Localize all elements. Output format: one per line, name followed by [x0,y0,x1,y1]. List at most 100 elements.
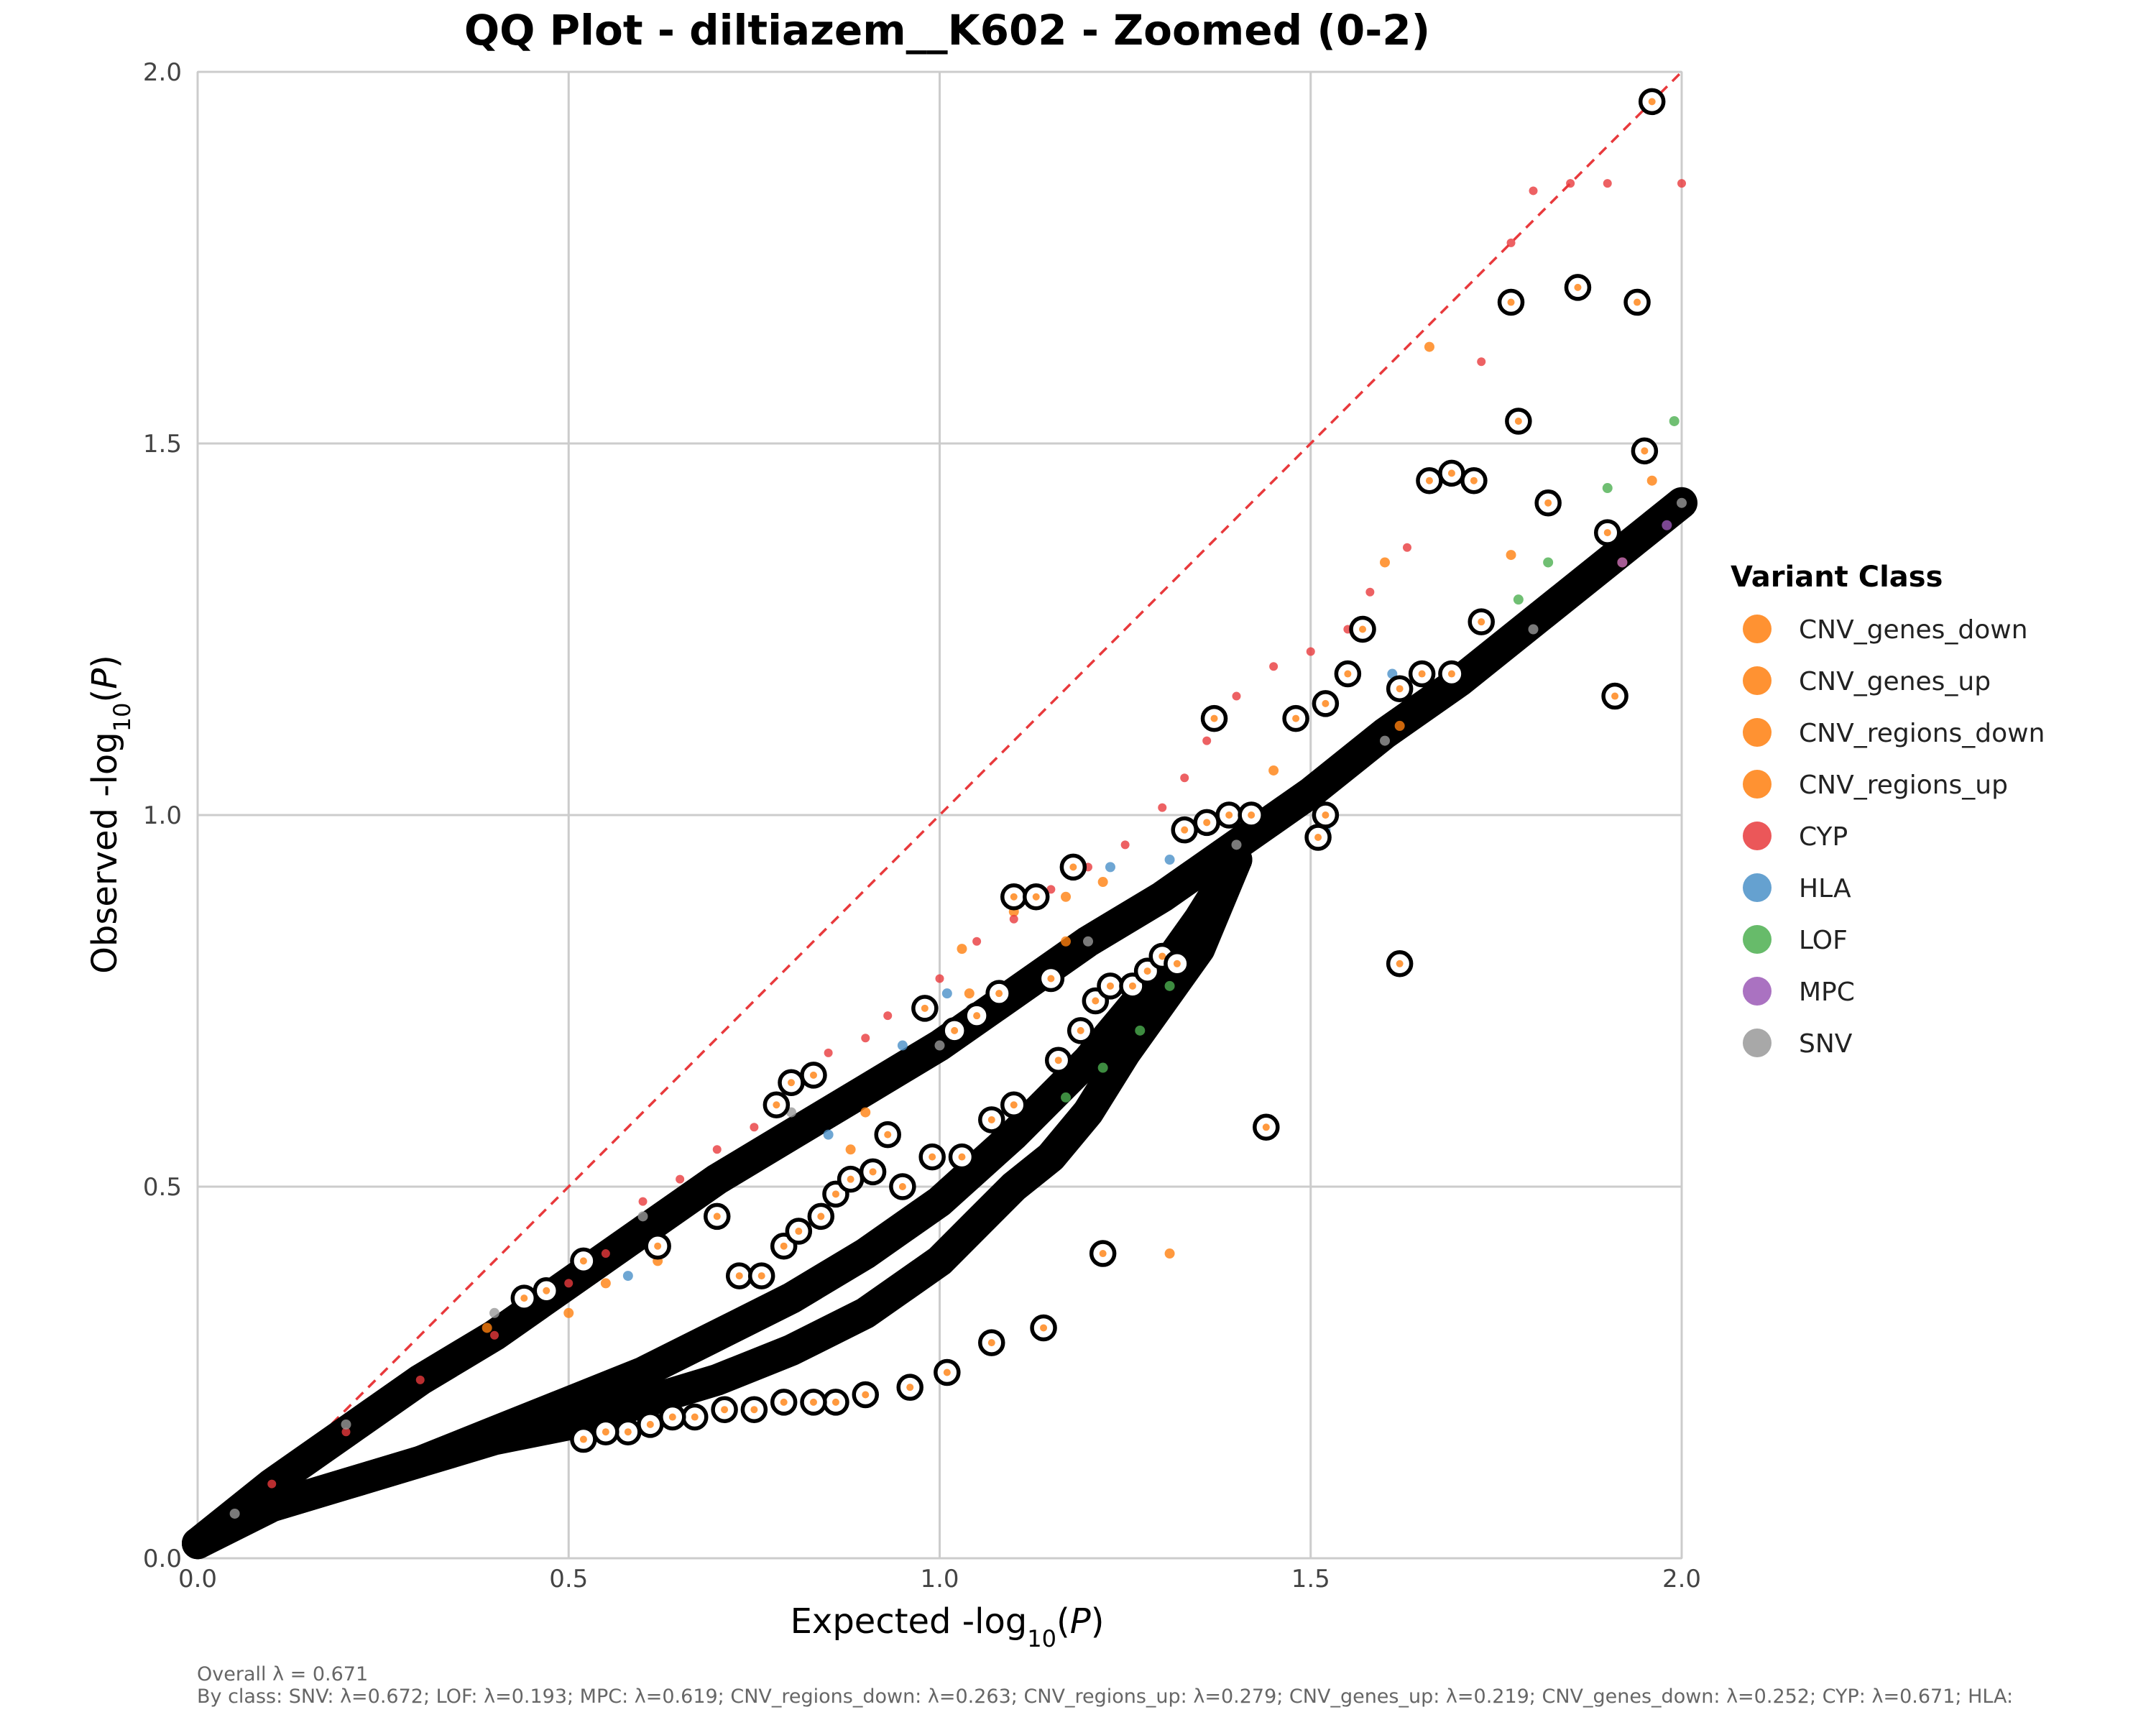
highlighted-point-core [520,1294,528,1302]
x-tick-label: 2.0 [1662,1565,1701,1593]
point-cyp [638,1197,648,1206]
footer-class-lambdas: By class: SNV: λ=0.672; LOF: λ=0.193; MP… [197,1685,2013,1708]
highlighted-point-core [987,1339,995,1347]
legend-label-lof: LOF [1799,926,1848,955]
chart-title: QQ Plot - diltiazem__K602 - Zoomed (0-2) [464,6,1430,55]
highlighted-point-core [1262,1123,1270,1131]
point-cnv-genes-down [1646,475,1657,486]
point-hla [622,1271,633,1282]
highlighted-point-core [1544,499,1552,507]
point-cyp [267,1479,277,1489]
highlighted-point-core [898,1183,906,1190]
highlighted-point-core [1203,819,1211,827]
point-hla [1105,862,1115,873]
point-lof [1602,483,1613,494]
point-cyp [564,1279,573,1288]
series-points [229,179,1687,1519]
legend-swatch-cnv-regions-up [1743,770,1772,799]
point-cyp [1158,803,1167,812]
point-lof [1097,1062,1108,1073]
highlighted-point-core [1158,952,1166,960]
point-mpc [1617,557,1628,568]
point-cyp [415,1375,425,1384]
highlighted-point-core [831,1398,839,1406]
legend-label-cyp: CYP [1799,822,1848,852]
point-cyp [1046,885,1056,894]
highlighted-point-core [1507,298,1515,306]
point-cyp [1506,238,1516,247]
point-cnv-genes-up [563,1307,574,1318]
point-cnv-regions-up [1424,341,1434,352]
highlighted-point-core [929,1153,936,1161]
highlighted-point-core [691,1413,699,1421]
point-cyp [883,1011,893,1021]
highlighted-point-core [1225,811,1233,819]
highlighted-point-core [943,1368,951,1376]
y-tick-label: 0.0 [143,1545,182,1573]
highlighted-point-core [579,1257,587,1265]
highlighted-point-core [1478,618,1485,626]
point-cyp [490,1330,499,1340]
point-cyp [1009,914,1018,924]
legend-title: Variant Class [1731,561,1943,594]
highlighted-point-core [1248,811,1256,819]
point-snv [1083,936,1093,947]
highlighted-point-core [1181,826,1189,834]
point-cyp [750,1123,759,1132]
highlighted-point-core [1470,477,1478,484]
point-cnv-genes-down [860,1107,871,1118]
point-cyp [1365,587,1375,597]
point-cnv-genes-up [482,1322,492,1333]
point-lof [1061,1092,1072,1103]
x-tick-label: 1.0 [920,1565,959,1593]
reference-line [196,70,1683,1560]
point-hla [823,1129,834,1140]
legend-label-cnv-genes-up: CNV_genes_up [1799,667,1991,696]
point-cnv-genes-down [1380,557,1390,568]
highlighted-point-core [1447,670,1455,678]
legend-label-snv: SNV [1799,1029,1853,1059]
x-axis-label: Expected -log10(P) [791,1601,1105,1652]
highlighted-point-core [951,1026,959,1034]
point-cyp [1202,736,1212,745]
highlighted-point-core [750,1406,758,1414]
legend-swatch-cnv-genes-down [1743,615,1772,643]
point-cnv-genes-up [1268,765,1279,776]
legend-swatch-lof [1743,925,1772,954]
highlighted-points [510,88,1666,1453]
point-cyp [712,1145,722,1154]
x-tick-label: 0.0 [178,1565,217,1593]
highlighted-point-core [1143,967,1151,975]
identity-line [196,70,1683,1560]
highlighted-point-core [713,1213,721,1220]
highlighted-point-core [1634,298,1641,306]
highlighted-point-core [668,1413,676,1421]
legend-label-cnv-regions-down: CNV_regions_down [1799,719,2045,748]
highlighted-point-core [1344,670,1352,678]
highlighted-point-core [579,1435,587,1443]
highlighted-point-core [1077,1026,1084,1034]
point-snv [229,1508,240,1519]
highlighted-point-core [1032,893,1040,901]
tick-labels: 0.0 0.5 1.0 1.5 2.0 0.0 0.5 1.0 1.5 2.0 [143,58,1701,1593]
point-cyp [1477,357,1486,367]
highlighted-point-core [1210,714,1218,722]
highlighted-point-core [1292,714,1300,722]
legend-swatch-snv [1743,1029,1772,1057]
y-axis-label: Observed -log10(P) [85,655,136,974]
highlighted-point-core [1314,834,1322,842]
legend-swatch-cnv-regions-down [1743,718,1772,747]
highlighted-point-core [654,1242,662,1250]
point-mpc [1662,520,1672,530]
point-cyp [341,1427,351,1437]
highlighted-point-core [1047,975,1055,983]
highlighted-point-core [1128,982,1136,990]
highlighted-point-core [1425,477,1433,484]
highlighted-point-core [1396,960,1404,967]
highlighted-point-core [1418,670,1426,678]
highlighted-point-core [1514,417,1522,425]
highlighted-point-core [1040,1324,1048,1332]
highlighted-point-core [602,1428,609,1436]
point-cyp [1232,691,1241,701]
